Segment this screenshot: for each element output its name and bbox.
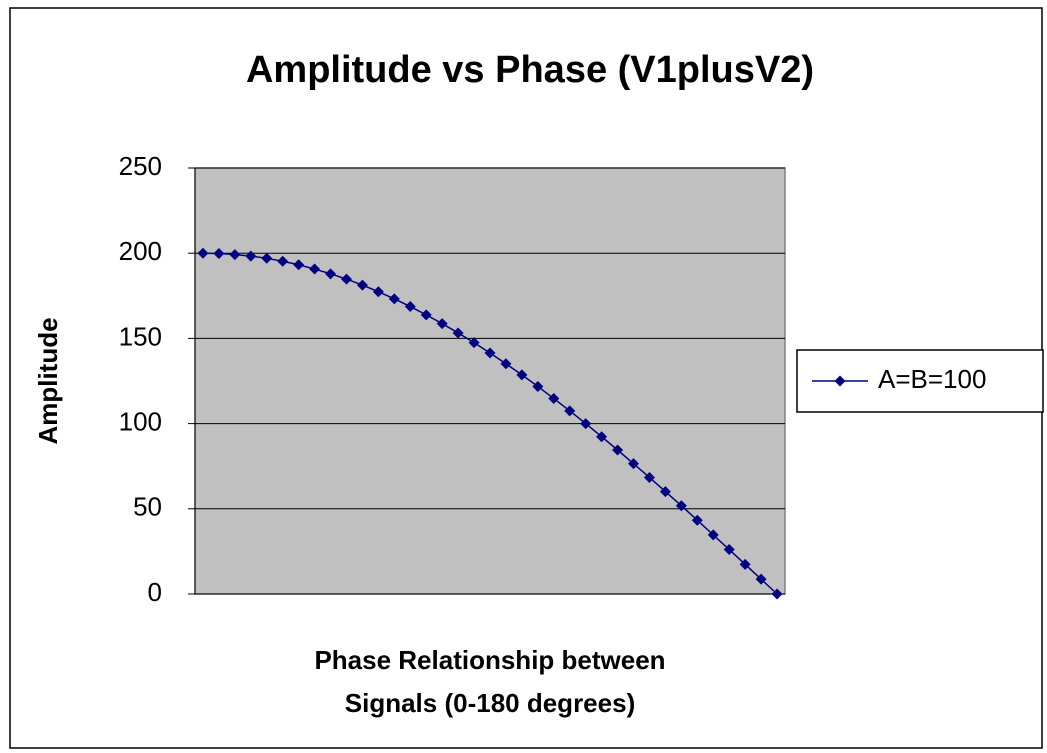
data-point [771, 588, 783, 600]
y-tick-label: 200 [119, 236, 162, 266]
chart-title: Amplitude vs Phase (V1plusV2) [246, 49, 814, 91]
data-point [596, 431, 608, 443]
x-axis-label: Phase Relationship between [314, 645, 665, 675]
data-point [739, 558, 751, 570]
legend-label: A=B=100 [878, 364, 986, 394]
data-point [229, 249, 241, 261]
data-point [293, 259, 305, 271]
y-tick-label: 250 [119, 151, 162, 181]
data-point [516, 369, 528, 381]
y-tick-label: 0 [148, 577, 162, 607]
data-point [707, 529, 719, 541]
data-point [452, 327, 464, 339]
legend-marker [834, 375, 846, 387]
data-point [468, 337, 480, 349]
data-point [548, 393, 560, 405]
data-point [420, 309, 432, 321]
data-point [436, 318, 448, 330]
data-point [484, 347, 496, 359]
data-point [628, 458, 640, 470]
data-point [500, 358, 512, 370]
data-point [404, 301, 416, 313]
data-point [755, 573, 767, 585]
data-point [372, 286, 384, 298]
y-tick-label: 150 [119, 321, 162, 351]
data-point [564, 405, 576, 417]
y-axis-label: Amplitude [33, 317, 63, 444]
plot-area [194, 167, 786, 595]
data-point [213, 248, 225, 260]
data-point [325, 268, 337, 280]
data-point [277, 255, 289, 267]
data-point [340, 273, 352, 285]
data-point [659, 486, 671, 498]
data-point [356, 279, 368, 291]
x-axis-label: Signals (0-180 degrees) [345, 688, 635, 718]
data-point [532, 380, 544, 392]
data-point [643, 471, 655, 483]
data-point [245, 250, 257, 262]
data-point [612, 444, 624, 456]
y-tick-label: 100 [119, 406, 162, 436]
data-point [723, 544, 735, 556]
data-point [580, 418, 592, 430]
data-point [675, 500, 687, 512]
data-point [261, 252, 273, 264]
data-point [309, 263, 321, 275]
y-tick-label: 50 [133, 492, 162, 522]
data-point [388, 293, 400, 305]
data-point [691, 514, 703, 526]
data-point [197, 247, 209, 259]
